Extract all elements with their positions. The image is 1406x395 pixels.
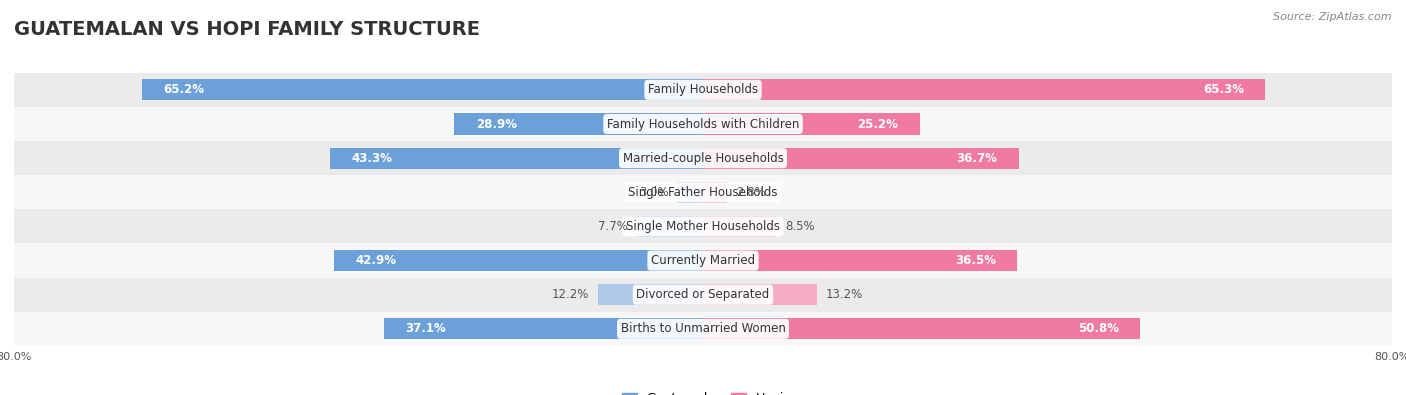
Text: 50.8%: 50.8% — [1078, 322, 1119, 335]
Bar — [142, 79, 703, 100]
Bar — [14, 312, 1392, 346]
Text: 12.2%: 12.2% — [553, 288, 589, 301]
Text: 36.5%: 36.5% — [955, 254, 995, 267]
Bar — [14, 141, 1392, 175]
Bar — [330, 148, 703, 169]
Bar — [703, 250, 1018, 271]
Text: Divorced or Separated: Divorced or Separated — [637, 288, 769, 301]
Bar — [703, 148, 1019, 169]
Bar — [14, 73, 1392, 107]
Bar — [703, 182, 727, 203]
Text: Married-couple Households: Married-couple Households — [623, 152, 783, 165]
Bar — [703, 216, 776, 237]
Bar — [14, 209, 1392, 243]
Bar — [14, 278, 1392, 312]
Text: Source: ZipAtlas.com: Source: ZipAtlas.com — [1274, 12, 1392, 22]
Text: 65.3%: 65.3% — [1202, 83, 1244, 96]
Text: Currently Married: Currently Married — [651, 254, 755, 267]
Text: Births to Unmarried Women: Births to Unmarried Women — [620, 322, 786, 335]
Text: Family Households with Children: Family Households with Children — [607, 117, 799, 130]
Legend: Guatemalan, Hopi: Guatemalan, Hopi — [617, 387, 789, 395]
Text: 42.9%: 42.9% — [356, 254, 396, 267]
Text: 3.0%: 3.0% — [638, 186, 669, 199]
Bar — [637, 216, 703, 237]
Text: 43.3%: 43.3% — [352, 152, 392, 165]
Text: Single Mother Households: Single Mother Households — [626, 220, 780, 233]
Bar — [454, 113, 703, 135]
Text: Family Households: Family Households — [648, 83, 758, 96]
Text: 37.1%: 37.1% — [405, 322, 446, 335]
Text: 25.2%: 25.2% — [858, 117, 898, 130]
Bar — [703, 318, 1140, 339]
Text: 7.7%: 7.7% — [598, 220, 628, 233]
Bar — [703, 79, 1265, 100]
Bar — [678, 182, 703, 203]
Bar — [14, 107, 1392, 141]
Bar — [14, 243, 1392, 278]
Text: 36.7%: 36.7% — [956, 152, 997, 165]
Bar — [14, 175, 1392, 209]
Bar — [703, 113, 920, 135]
Text: 65.2%: 65.2% — [163, 83, 204, 96]
Text: 28.9%: 28.9% — [475, 117, 516, 130]
Text: 8.5%: 8.5% — [785, 220, 814, 233]
Bar — [598, 284, 703, 305]
Text: 2.8%: 2.8% — [735, 186, 765, 199]
Text: Single Father Households: Single Father Households — [628, 186, 778, 199]
Bar — [333, 250, 703, 271]
Bar — [384, 318, 703, 339]
Text: 13.2%: 13.2% — [825, 288, 862, 301]
Text: GUATEMALAN VS HOPI FAMILY STRUCTURE: GUATEMALAN VS HOPI FAMILY STRUCTURE — [14, 20, 479, 39]
Bar — [703, 284, 817, 305]
